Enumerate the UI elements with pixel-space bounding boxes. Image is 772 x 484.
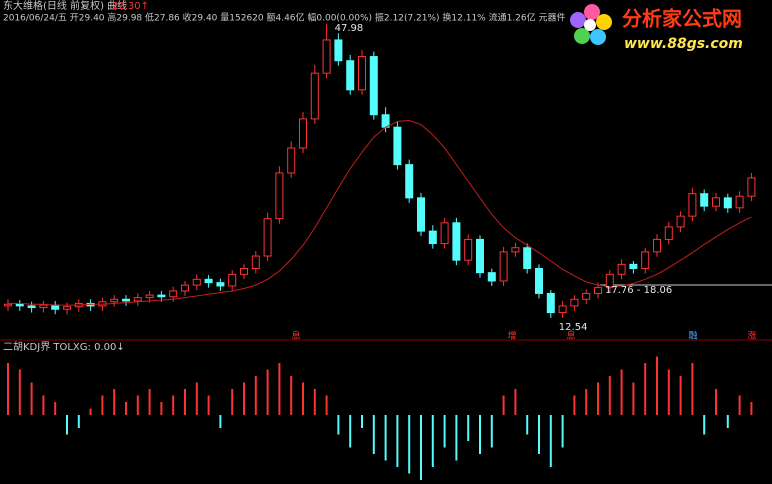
candle-body <box>310 72 319 120</box>
logo: 分析家公式网 www.88gs.com <box>570 4 743 52</box>
candle-body <box>4 303 12 307</box>
candle-body <box>334 39 343 62</box>
candle-body <box>263 218 272 257</box>
indicator-title: 二胡KDJ界 TOLXG: 0.00↓ <box>3 340 125 353</box>
candle-body <box>523 247 532 270</box>
candle-body <box>428 230 437 245</box>
candle-body <box>381 114 390 128</box>
candle-body <box>452 222 461 261</box>
logo-petal <box>596 14 612 30</box>
logo-center <box>584 19 596 31</box>
candle-body <box>51 304 60 310</box>
candle-body <box>476 238 484 274</box>
candle-body <box>169 290 178 298</box>
candle-body <box>192 278 201 286</box>
candle-body <box>122 298 130 302</box>
candle-body <box>299 118 307 149</box>
candle-body <box>582 292 591 300</box>
candle-body <box>535 268 543 294</box>
candle-body <box>240 268 248 275</box>
candle-body <box>712 197 720 207</box>
candle-body <box>700 193 709 207</box>
candle-body <box>27 305 36 309</box>
candle-body <box>558 305 567 314</box>
candle-body <box>641 251 650 270</box>
candle-body <box>157 294 166 298</box>
event-marker: 增 <box>507 330 516 342</box>
candle-body <box>629 263 638 270</box>
candle-body <box>393 126 402 166</box>
candle-body <box>499 251 508 282</box>
high-label: 47.98 <box>335 23 364 34</box>
candle-body <box>723 197 732 209</box>
candle-body <box>594 287 602 294</box>
event-marker: 融 <box>688 331 697 342</box>
candle-body <box>464 238 473 261</box>
candle-body <box>181 284 189 292</box>
candle-body <box>204 278 213 284</box>
logo-petal <box>584 4 600 20</box>
candle-body <box>605 273 614 289</box>
candle-body <box>440 222 449 245</box>
candle-body <box>287 147 296 174</box>
candle-body <box>275 172 284 220</box>
logo-url: www.88gs.com <box>624 36 743 52</box>
candle-body <box>487 272 496 282</box>
info-line: 2016/06/24/五 开29.40 高29.98 低27.86 收29.40… <box>3 12 566 24</box>
moving-average <box>8 120 752 306</box>
candle-body <box>570 298 579 307</box>
candle-body <box>228 273 237 287</box>
candle-body <box>133 297 142 302</box>
candle-body <box>511 247 520 253</box>
candle-body <box>358 56 366 91</box>
candle-body <box>688 193 697 217</box>
logo-name: 分析家公式网 <box>622 7 742 31</box>
candle-body <box>251 255 260 270</box>
candle-body <box>322 39 331 74</box>
candle-body <box>676 215 685 228</box>
candle-body <box>15 303 24 307</box>
candle-body <box>747 177 756 197</box>
logo-petal <box>590 29 606 45</box>
logo-petal <box>574 28 590 44</box>
candle-body <box>369 56 378 116</box>
chart-title: 东大维格(日线 前复权) 曲线 <box>3 0 127 12</box>
event-marker: 息 <box>566 330 575 342</box>
candle-body <box>417 197 425 232</box>
candle-body <box>653 238 661 253</box>
event-marker: 涨 <box>747 331 756 342</box>
candle-body <box>110 298 119 303</box>
candle-body <box>664 226 673 240</box>
event-marker: 息 <box>291 330 300 342</box>
price-now: 22.30↑ <box>112 1 149 12</box>
candle-body <box>216 282 225 287</box>
candle-body <box>735 195 744 209</box>
candle-body <box>63 306 71 310</box>
candle-body <box>405 164 414 199</box>
low-label: 12.54 <box>559 322 588 333</box>
candle-body <box>346 60 355 91</box>
logo-petal <box>570 12 586 28</box>
range-label: 17.76 - 18.06 <box>605 285 672 296</box>
candle-body <box>145 294 154 299</box>
candle-body <box>39 304 48 309</box>
candle-body <box>617 263 626 275</box>
candle-body <box>546 292 555 314</box>
